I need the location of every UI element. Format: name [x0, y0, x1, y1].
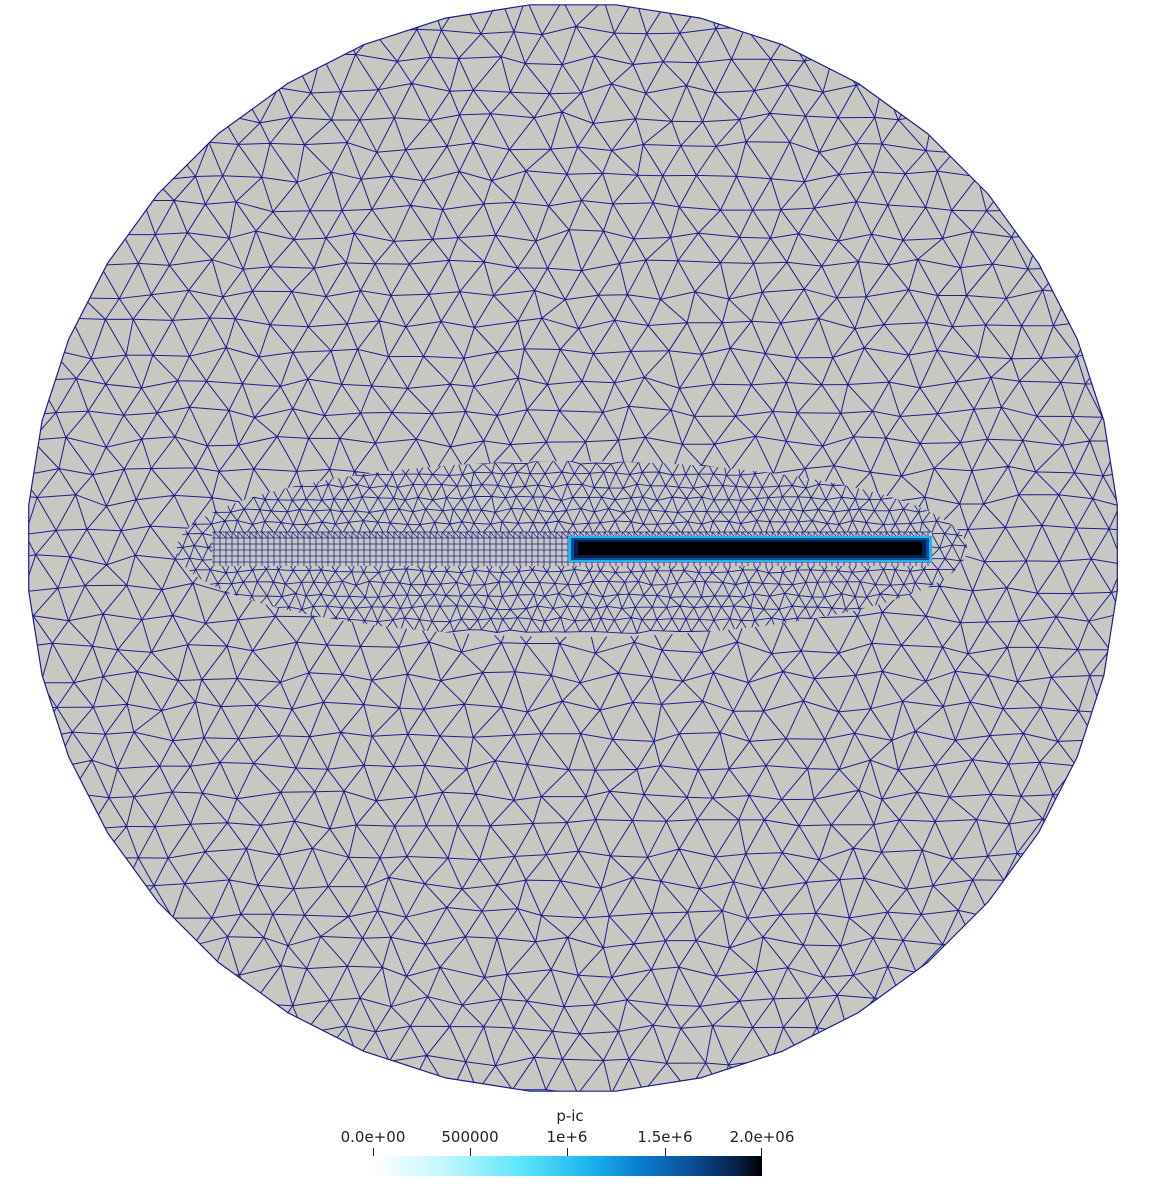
colorbar-tick-label: 1.5e+6 — [637, 1128, 693, 1146]
colorbar-title: p-ic — [556, 1107, 584, 1125]
mesh-viewport[interactable] — [0, 0, 1153, 1100]
colorbar-tick-label: 0.0e+00 — [340, 1128, 406, 1146]
colorbar-tick — [567, 1148, 568, 1162]
mesh-edges-refined — [177, 461, 967, 635]
colorbar-tick-label: 2.0e+06 — [729, 1128, 795, 1146]
colorbar-tick — [470, 1148, 471, 1162]
colorbar-tick — [761, 1148, 762, 1162]
inclusion-layer — [578, 542, 922, 555]
mesh-boundary — [28, 4, 1118, 1092]
color-legend: p-ic 0.0e+00 500000 1e+6 1.5e+6 2.0e+06 — [330, 1104, 810, 1184]
colorbar-tick-label: 500000 — [441, 1128, 499, 1146]
colorbar-tick — [373, 1148, 374, 1162]
pressurized-inclusion — [568, 536, 932, 562]
colorbar-tick-label: 1e+6 — [546, 1128, 588, 1146]
colorbar-gradient — [373, 1156, 762, 1176]
colorbar-tick — [665, 1148, 666, 1162]
